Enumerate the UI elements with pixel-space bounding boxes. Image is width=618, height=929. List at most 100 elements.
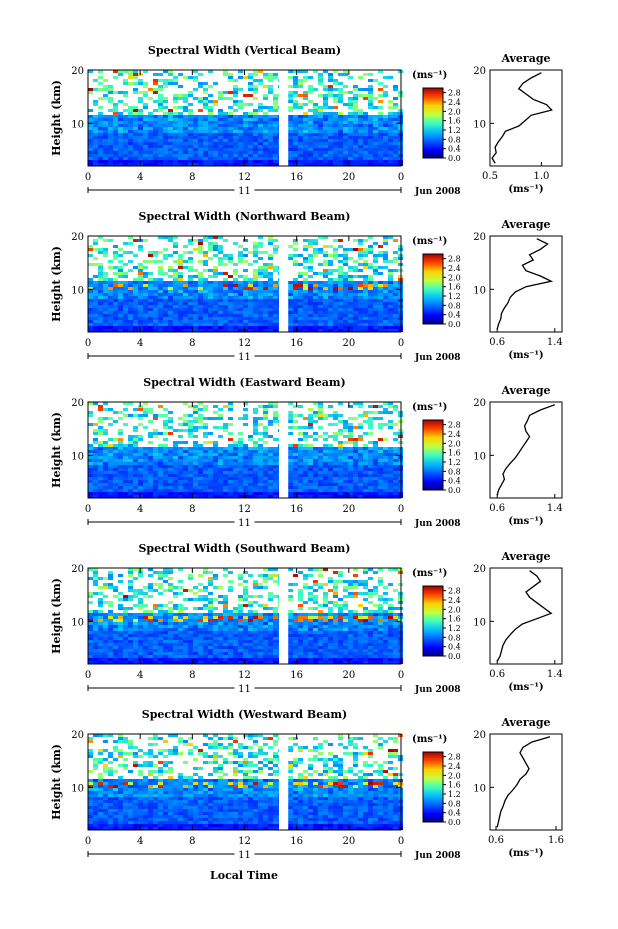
heatmap-cell xyxy=(133,151,138,154)
heatmap-cell xyxy=(293,76,298,79)
heatmap-cell xyxy=(88,263,93,266)
heatmap-cell xyxy=(98,465,103,468)
heatmap-cell xyxy=(393,320,398,323)
heatmap-cell xyxy=(228,468,233,471)
heatmap-cell xyxy=(108,468,113,471)
heatmap-cell xyxy=(98,278,103,281)
heatmap-cell xyxy=(318,311,323,314)
heatmap-cell xyxy=(378,121,383,124)
heatmap-cell xyxy=(268,163,273,166)
heatmap-cell xyxy=(368,275,373,278)
heatmap-cell xyxy=(388,127,393,130)
heatmap-cell xyxy=(163,432,168,435)
heatmap-cell xyxy=(98,314,103,317)
heatmap-cell xyxy=(288,142,293,145)
x-tick-label: 4 xyxy=(137,504,143,515)
heatmap-cell xyxy=(203,133,208,136)
heatmap-cell xyxy=(203,142,208,145)
heatmap-cell xyxy=(193,248,198,251)
heatmap-cell xyxy=(153,465,158,468)
heatmap-cell xyxy=(138,91,143,94)
heatmap-cell xyxy=(358,453,363,456)
heatmap-cell xyxy=(348,465,353,468)
heatmap-cell xyxy=(338,453,343,456)
heatmap-cell xyxy=(218,483,223,486)
heatmap-cell xyxy=(328,148,333,151)
y-tick-label: 20 xyxy=(71,232,84,243)
heatmap-cell xyxy=(138,474,143,477)
heatmap-cell xyxy=(198,420,203,423)
heatmap-cell xyxy=(258,269,263,272)
heatmap-cell xyxy=(228,296,233,299)
heatmap-cell xyxy=(128,82,133,85)
heatmap-cell xyxy=(98,432,103,435)
heatmap-cell xyxy=(358,477,363,480)
heatmap-cell xyxy=(148,154,153,157)
heatmap-cell xyxy=(148,486,153,489)
heatmap-cell xyxy=(208,106,213,109)
heatmap-cell xyxy=(288,411,293,414)
heatmap-cell xyxy=(133,308,138,311)
heatmap-cell xyxy=(103,124,108,127)
heatmap-cell xyxy=(133,82,138,85)
heatmap-cell xyxy=(138,447,143,450)
heatmap-cell xyxy=(363,568,368,571)
heatmap-cell xyxy=(153,290,158,293)
heatmap-cell xyxy=(318,284,323,287)
heatmap-cell xyxy=(258,495,263,498)
heatmap-cell xyxy=(288,583,293,586)
heatmap-cell xyxy=(143,284,148,287)
heatmap-cell xyxy=(148,133,153,136)
heatmap-cell xyxy=(168,160,173,163)
heatmap-cell xyxy=(188,420,193,423)
heatmap-cell xyxy=(268,76,273,79)
heatmap-cell xyxy=(158,260,163,263)
heatmap-cell xyxy=(223,139,228,142)
heatmap-cell xyxy=(173,489,178,492)
heatmap-cell xyxy=(98,275,103,278)
heatmap-cell xyxy=(188,447,193,450)
heatmap-cell xyxy=(143,239,148,242)
heatmap-cell xyxy=(393,115,398,118)
heatmap-cell xyxy=(193,160,198,163)
x-tick-label: 20 xyxy=(342,338,355,349)
heatmap-cell xyxy=(228,323,233,326)
heatmap-cell xyxy=(378,323,383,326)
heatmap-cell xyxy=(233,142,238,145)
heatmap-cell xyxy=(393,489,398,492)
heatmap-cell xyxy=(273,438,278,441)
heatmap-cell xyxy=(203,474,208,477)
heatmap-cell xyxy=(368,157,373,160)
heatmap-cell xyxy=(158,459,163,462)
heatmap-cell xyxy=(188,127,193,130)
heatmap-cell xyxy=(113,121,118,124)
heatmap-cell xyxy=(213,287,218,290)
heatmap-cell xyxy=(343,139,348,142)
heatmap-cell xyxy=(253,269,258,272)
heatmap-cell xyxy=(323,468,328,471)
heatmap-cell xyxy=(93,450,98,453)
heatmap-cell xyxy=(158,405,163,408)
heatmap-cell xyxy=(353,260,358,263)
heatmap-cell xyxy=(198,314,203,317)
heatmap-cell xyxy=(168,323,173,326)
heatmap-cell xyxy=(228,154,233,157)
heatmap-cell xyxy=(203,91,208,94)
heatmap-cell xyxy=(383,287,388,290)
heatmap-cell xyxy=(243,459,248,462)
heatmap-cell xyxy=(98,299,103,302)
heatmap-cell xyxy=(203,82,208,85)
heatmap-cell xyxy=(188,103,193,106)
heatmap-cell xyxy=(353,471,358,474)
heatmap-cell xyxy=(343,329,348,332)
heatmap-cell xyxy=(323,595,328,598)
heatmap-cell xyxy=(358,299,363,302)
heatmap-cell xyxy=(203,160,208,163)
heatmap-cell xyxy=(303,447,308,450)
heatmap-cell xyxy=(263,432,268,435)
heatmap-cell xyxy=(103,284,108,287)
heatmap-cell xyxy=(338,320,343,323)
heatmap-cell xyxy=(253,311,258,314)
heatmap-cell xyxy=(248,435,253,438)
heatmap-cell xyxy=(113,329,118,332)
